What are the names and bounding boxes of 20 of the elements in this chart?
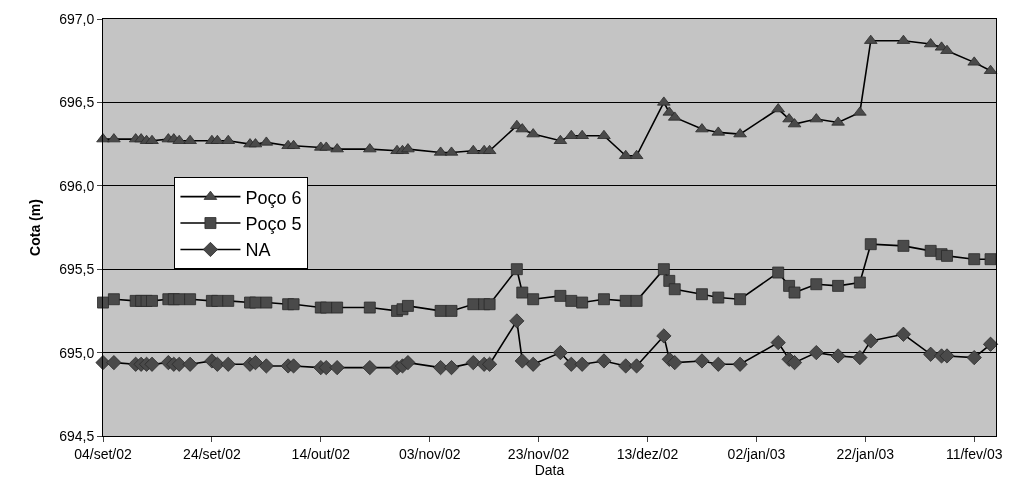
y-tick-label: 696,0 <box>59 177 95 194</box>
legend-label: Poço 6 <box>245 187 302 208</box>
x-axis-title: Data <box>534 461 565 478</box>
y-tick-label: 695,5 <box>59 261 95 278</box>
x-tick-label: 04/set/02 <box>74 445 133 462</box>
y-axis-title: Cota (m) <box>26 199 43 256</box>
y-tick-label: 696,5 <box>59 94 95 111</box>
y-tick-label: 697,0 <box>59 10 95 27</box>
x-tick-label: 22/jan/03 <box>836 445 895 462</box>
y-tick-label: 694,5 <box>59 427 95 444</box>
legend-label: Poço 5 <box>245 214 302 235</box>
x-tick-label: 11/fev/03 <box>945 445 1003 462</box>
x-tick-label: 02/jan/03 <box>727 445 786 462</box>
x-tick-label: 14/out/02 <box>291 445 351 462</box>
x-tick-label: 23/nov/02 <box>507 445 570 462</box>
y-tick-label: 695,0 <box>59 344 95 361</box>
legend-label: NA <box>245 240 271 261</box>
x-tick-label: 13/dez/02 <box>616 445 679 462</box>
x-tick-label: 03/nov/02 <box>398 445 461 462</box>
x-tick-label: 24/set/02 <box>183 445 241 462</box>
